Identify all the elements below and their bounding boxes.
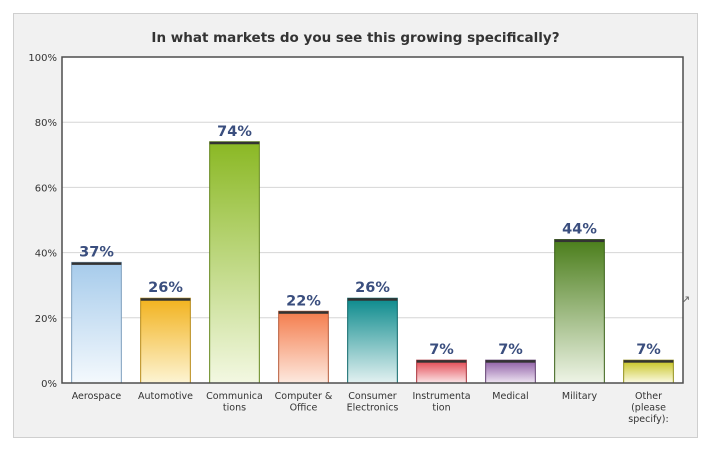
x-tick-label: Instrumenta tion [412, 391, 470, 414]
y-axis-ticks: 0% 20% 40% 60% 80% 100% [28, 53, 57, 390]
y-tick-label: 0% [41, 379, 57, 390]
x-tick-label-line: specify): [628, 414, 668, 425]
x-tick-label-line: Computer & [275, 391, 333, 402]
data-label: 7% [498, 342, 523, 358]
x-tick-label-line: Communica [206, 391, 263, 402]
bar-top-edge [347, 298, 398, 301]
x-tick-label: Communica tions [206, 391, 263, 414]
x-tick-label-line: (please [631, 403, 666, 414]
x-tick-label-line: Medical [492, 391, 528, 402]
data-label: 26% [355, 280, 390, 296]
bar [140, 297, 191, 384]
x-tick-label: Aerospace [72, 391, 122, 402]
x-tick-label: Other (please specify): [628, 391, 668, 425]
bar-top-edge [623, 360, 674, 363]
bar-top-edge [209, 141, 260, 145]
x-tick-label-line: Consumer [348, 391, 397, 402]
bar-top-edge [554, 239, 605, 243]
y-tick-label: 60% [35, 183, 57, 194]
x-tick-label-line: Instrumenta [412, 391, 470, 402]
bar-top-edge [278, 311, 329, 314]
chart-title: In what markets do you see this growing … [151, 30, 560, 46]
x-tick-label-line: Aerospace [72, 391, 122, 402]
bar [347, 297, 398, 384]
bar [71, 261, 122, 384]
data-label: 74% [217, 124, 252, 140]
x-tick-label-line: Office [290, 403, 318, 414]
bar [485, 359, 536, 384]
bar-top-edge [416, 360, 467, 363]
x-tick-label-line: Other [635, 391, 662, 402]
x-tick-label-line: tion [432, 403, 450, 414]
bar [209, 141, 260, 384]
bar-top-edge [485, 360, 536, 363]
data-label: 37% [79, 244, 114, 260]
y-tick-label: 100% [28, 53, 57, 64]
data-label: 7% [636, 342, 661, 358]
x-tick-label: Military [562, 391, 598, 402]
y-tick-label: 20% [35, 314, 57, 325]
x-tick-label: Consumer Electronics [347, 391, 399, 414]
x-tick-label-line: tions [223, 403, 246, 414]
data-label: 22% [286, 293, 321, 309]
y-tick-label: 80% [35, 118, 57, 129]
x-tick-label-line: Electronics [347, 403, 399, 414]
x-tick-label: Computer & Office [275, 391, 333, 414]
x-tick-label: Automotive [138, 391, 193, 402]
plot-border [61, 56, 684, 384]
mouse-cursor-icon: ↗ [681, 293, 691, 306]
bar [278, 310, 329, 384]
data-labels: 37% 26% 74% 22% 26% 7% 7% 44% 7% [79, 124, 661, 358]
bar [623, 359, 674, 384]
data-label: 26% [148, 280, 183, 296]
bar [554, 239, 605, 384]
x-axis-ticks: Aerospace Automotive Communica tions Compute… [72, 391, 669, 425]
bar-top-edge [71, 262, 122, 265]
y-tick-label: 40% [35, 249, 57, 260]
data-label: 7% [429, 342, 454, 358]
x-tick-label: Medical [492, 391, 528, 402]
data-label: 44% [562, 222, 597, 238]
bar-top-edge [140, 298, 191, 301]
bars [71, 141, 674, 384]
x-tick-label-line: Military [562, 391, 598, 402]
bar [416, 359, 467, 384]
x-tick-label-line: Automotive [138, 391, 193, 402]
